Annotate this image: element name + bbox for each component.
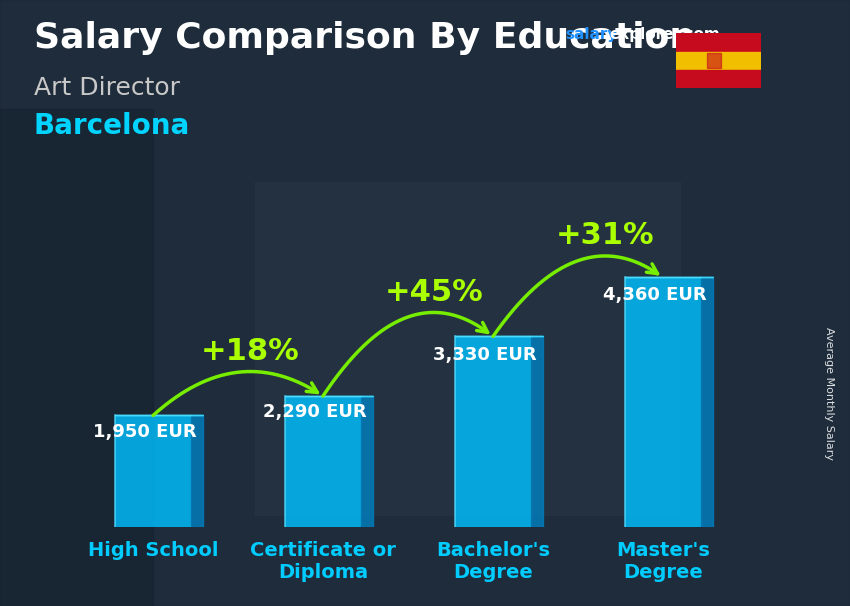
Bar xyxy=(707,53,721,68)
Bar xyxy=(255,182,680,515)
Bar xyxy=(625,278,701,527)
Polygon shape xyxy=(191,416,203,527)
Bar xyxy=(676,52,761,70)
Text: Art Director: Art Director xyxy=(34,76,180,100)
Text: explorer.com: explorer.com xyxy=(609,27,720,42)
Bar xyxy=(285,396,361,527)
Text: Salary Comparison By Education: Salary Comparison By Education xyxy=(34,21,695,55)
Text: 2,290 EUR: 2,290 EUR xyxy=(263,403,366,421)
Polygon shape xyxy=(361,396,373,527)
Polygon shape xyxy=(531,336,543,527)
Text: +18%: +18% xyxy=(201,337,300,366)
Text: 1,950 EUR: 1,950 EUR xyxy=(93,422,196,441)
Text: Barcelona: Barcelona xyxy=(34,112,190,140)
Polygon shape xyxy=(701,278,713,527)
Text: 4,360 EUR: 4,360 EUR xyxy=(603,286,706,304)
Text: 3,330 EUR: 3,330 EUR xyxy=(433,346,536,364)
Bar xyxy=(676,33,761,52)
Text: +31%: +31% xyxy=(556,221,654,250)
Bar xyxy=(676,70,761,88)
Text: +45%: +45% xyxy=(385,278,484,307)
Bar xyxy=(0,109,153,606)
Bar xyxy=(455,336,531,527)
Text: salary: salary xyxy=(565,27,618,42)
Text: Average Monthly Salary: Average Monthly Salary xyxy=(824,327,834,461)
Bar xyxy=(115,416,191,527)
